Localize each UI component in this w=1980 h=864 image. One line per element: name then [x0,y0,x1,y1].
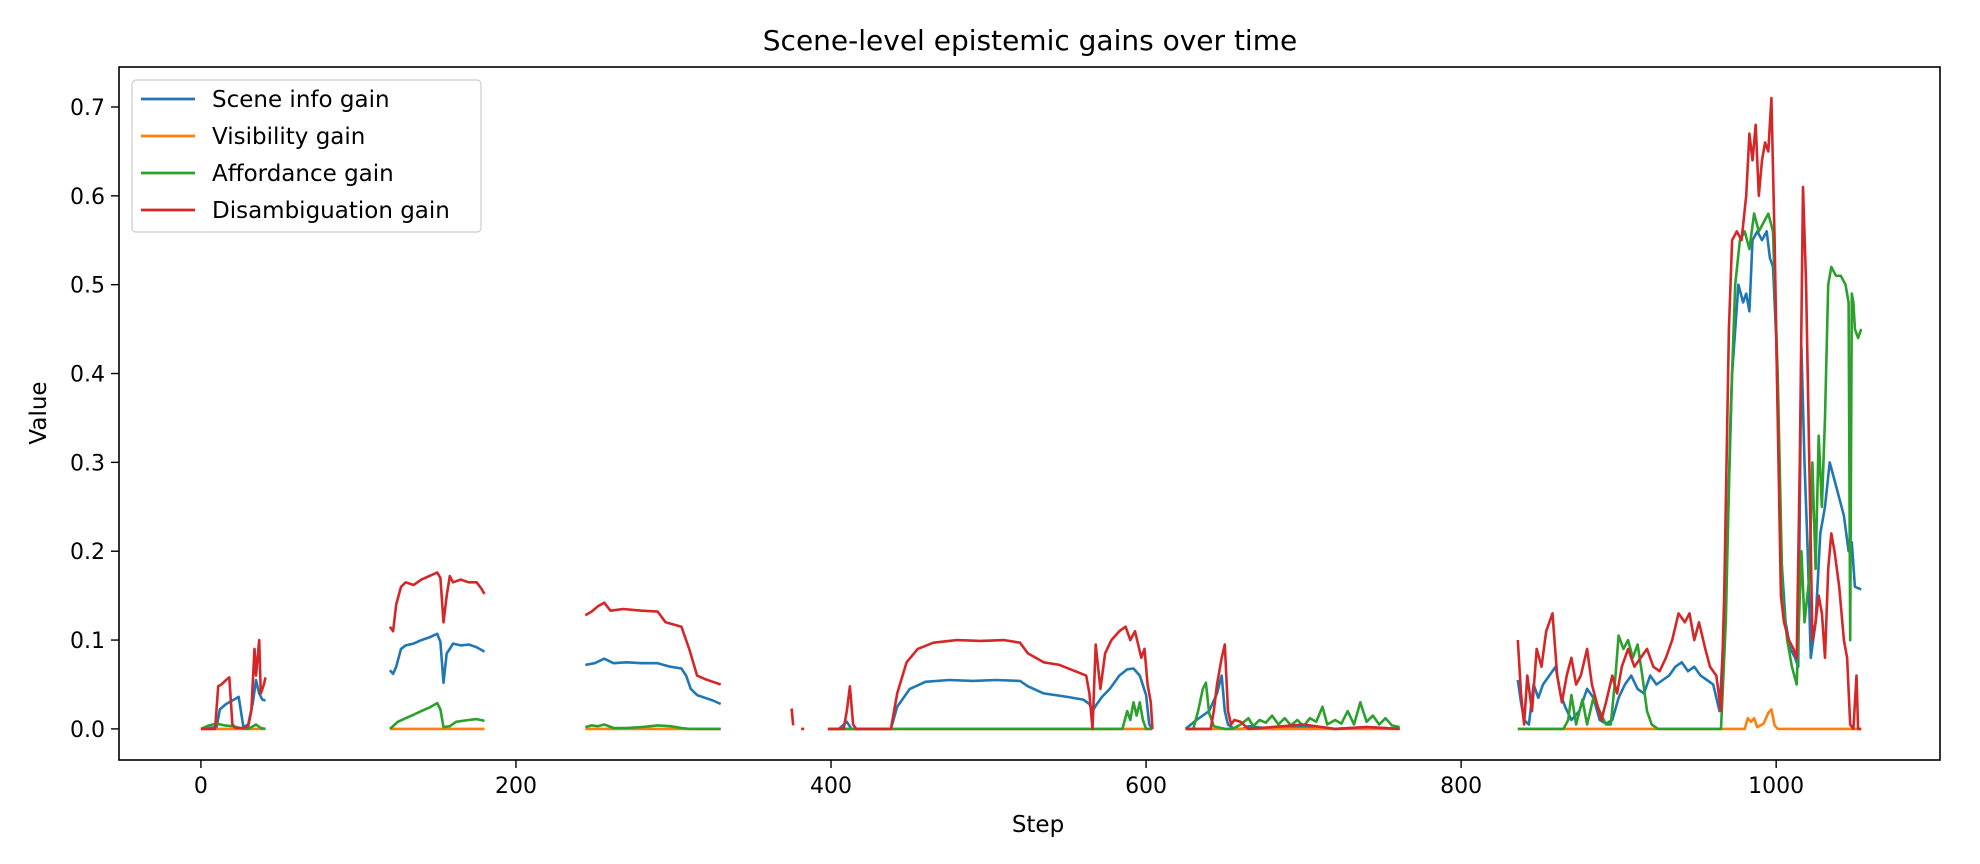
y-axis-label: Value [26,381,52,444]
series-3-segment-5 [827,625,1154,731]
legend-frame [131,79,482,233]
series-2 [200,212,1863,731]
series-2-segment-5 [1517,212,1863,731]
legend-label-1: Visibility gain [212,124,365,150]
legend-label-3: Disambiguation gain [212,198,450,224]
series-3-segment-0 [200,638,267,731]
y-tick-label: 0.3 [70,451,105,476]
series-0-segment-3 [827,667,1154,731]
series-3-segment-1 [388,571,486,633]
series-3-segment-7 [1516,96,1862,731]
x-tick-label: 1000 [1748,774,1804,799]
x-axis: 0 200 400 600 800 1000 [194,760,1804,799]
series-3 [200,96,1862,731]
legend-label-2: Affordance gain [212,161,394,187]
x-tick-label: 800 [1440,774,1482,799]
y-tick-label: 0.1 [70,629,105,654]
series-3-segment-3 [790,708,795,726]
series-1-segment-5 [1517,708,1862,731]
y-tick-label: 0.2 [70,540,105,565]
series-0-segment-5 [1516,230,1862,726]
plot-lines [200,96,1863,731]
y-axis: 0.0 0.1 0.2 0.3 0.4 0.5 0.6 0.7 [70,96,119,743]
x-axis-label: Step [1012,812,1064,838]
y-tick-label: 0.5 [70,274,105,299]
x-tick-label: 600 [1125,774,1167,799]
y-tick-label: 0.7 [70,96,105,121]
x-tick-label: 0 [194,774,208,799]
plot-area [118,66,1941,761]
y-tick-label: 0.0 [70,718,105,743]
series-2-segment-2 [584,723,721,731]
series-0-segment-2 [585,657,722,706]
x-tick-label: 400 [810,774,852,799]
series-0-segment-1 [388,632,486,685]
chart-title: Scene-level epistemic gains over time [763,24,1297,57]
legend: Scene info gain Visibility gain Affordance… [131,79,482,233]
series-2-segment-1 [389,701,485,730]
series-3-segment-2 [584,601,722,686]
series-2-segment-3 [827,700,1153,731]
y-tick-label: 0.4 [70,363,105,388]
series-3-segment-6 [1185,643,1400,731]
y-tick-label: 0.6 [70,185,105,210]
x-tick-label: 200 [495,774,537,799]
legend-label-0: Scene info gain [212,87,390,113]
